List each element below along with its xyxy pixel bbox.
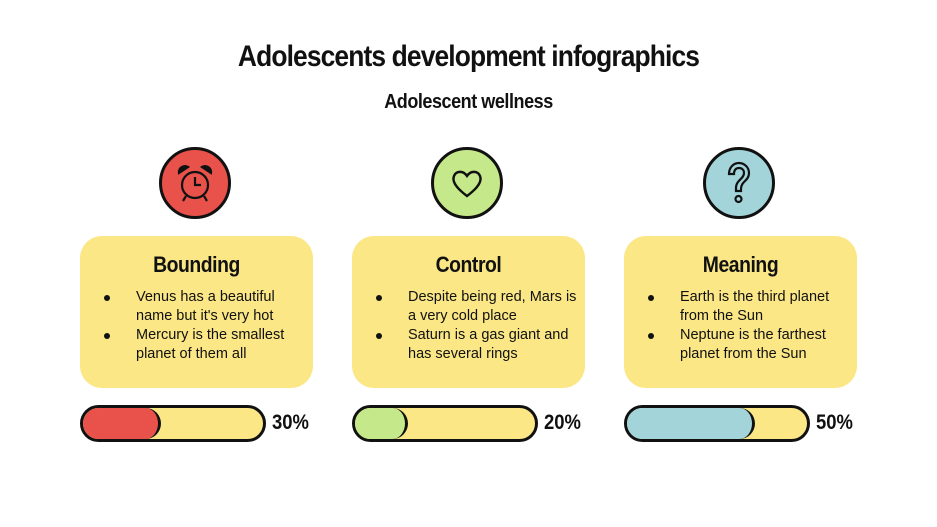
column-control: Control Despite being red, Mars is a ver… [352, 0, 585, 527]
alarm-clock-icon [177, 165, 213, 202]
card-heading: Control [435, 252, 502, 277]
progress-fill [355, 408, 408, 439]
icon-circle [703, 147, 775, 219]
card: Meaning Earth is the third planet from t… [624, 236, 857, 388]
bullet-item: Venus has a beautiful name but it's very… [80, 288, 313, 326]
card: Control Despite being red, Mars is a ver… [352, 236, 585, 388]
column-bounding: Bounding Venus has a beautiful name but … [80, 0, 313, 527]
percent-label: 50% [816, 411, 853, 434]
bullet-item: Earth is the third planet from the Sun [624, 288, 857, 326]
progress-bar [624, 405, 810, 442]
card-heading: Meaning [702, 252, 779, 277]
bullet-item: Neptune is the farthest planet from the … [624, 326, 857, 364]
progress-bar [352, 405, 538, 442]
page-subtitle: Adolescent wellness [384, 91, 553, 113]
bullet-item: Saturn is a gas giant and has several ri… [352, 326, 585, 364]
icon-circle [431, 147, 503, 219]
bullet-item: Mercury is the smallest planet of them a… [80, 326, 313, 364]
icon-circle [159, 147, 231, 219]
progress-fill [83, 408, 161, 439]
percent-label: 30% [272, 411, 309, 434]
percent-label: 20% [544, 411, 581, 434]
heart-icon [452, 170, 482, 198]
page-title: Adolescents development infographics [237, 40, 700, 73]
column-meaning: Meaning Earth is the third planet from t… [624, 0, 857, 527]
bullet-item: Despite being red, Mars is a very cold p… [352, 288, 585, 326]
progress-fill [627, 408, 755, 439]
progress-bar [80, 405, 266, 442]
card-heading: Bounding [153, 252, 240, 277]
question-mark-icon [727, 161, 751, 204]
card: Bounding Venus has a beautiful name but … [80, 236, 313, 388]
